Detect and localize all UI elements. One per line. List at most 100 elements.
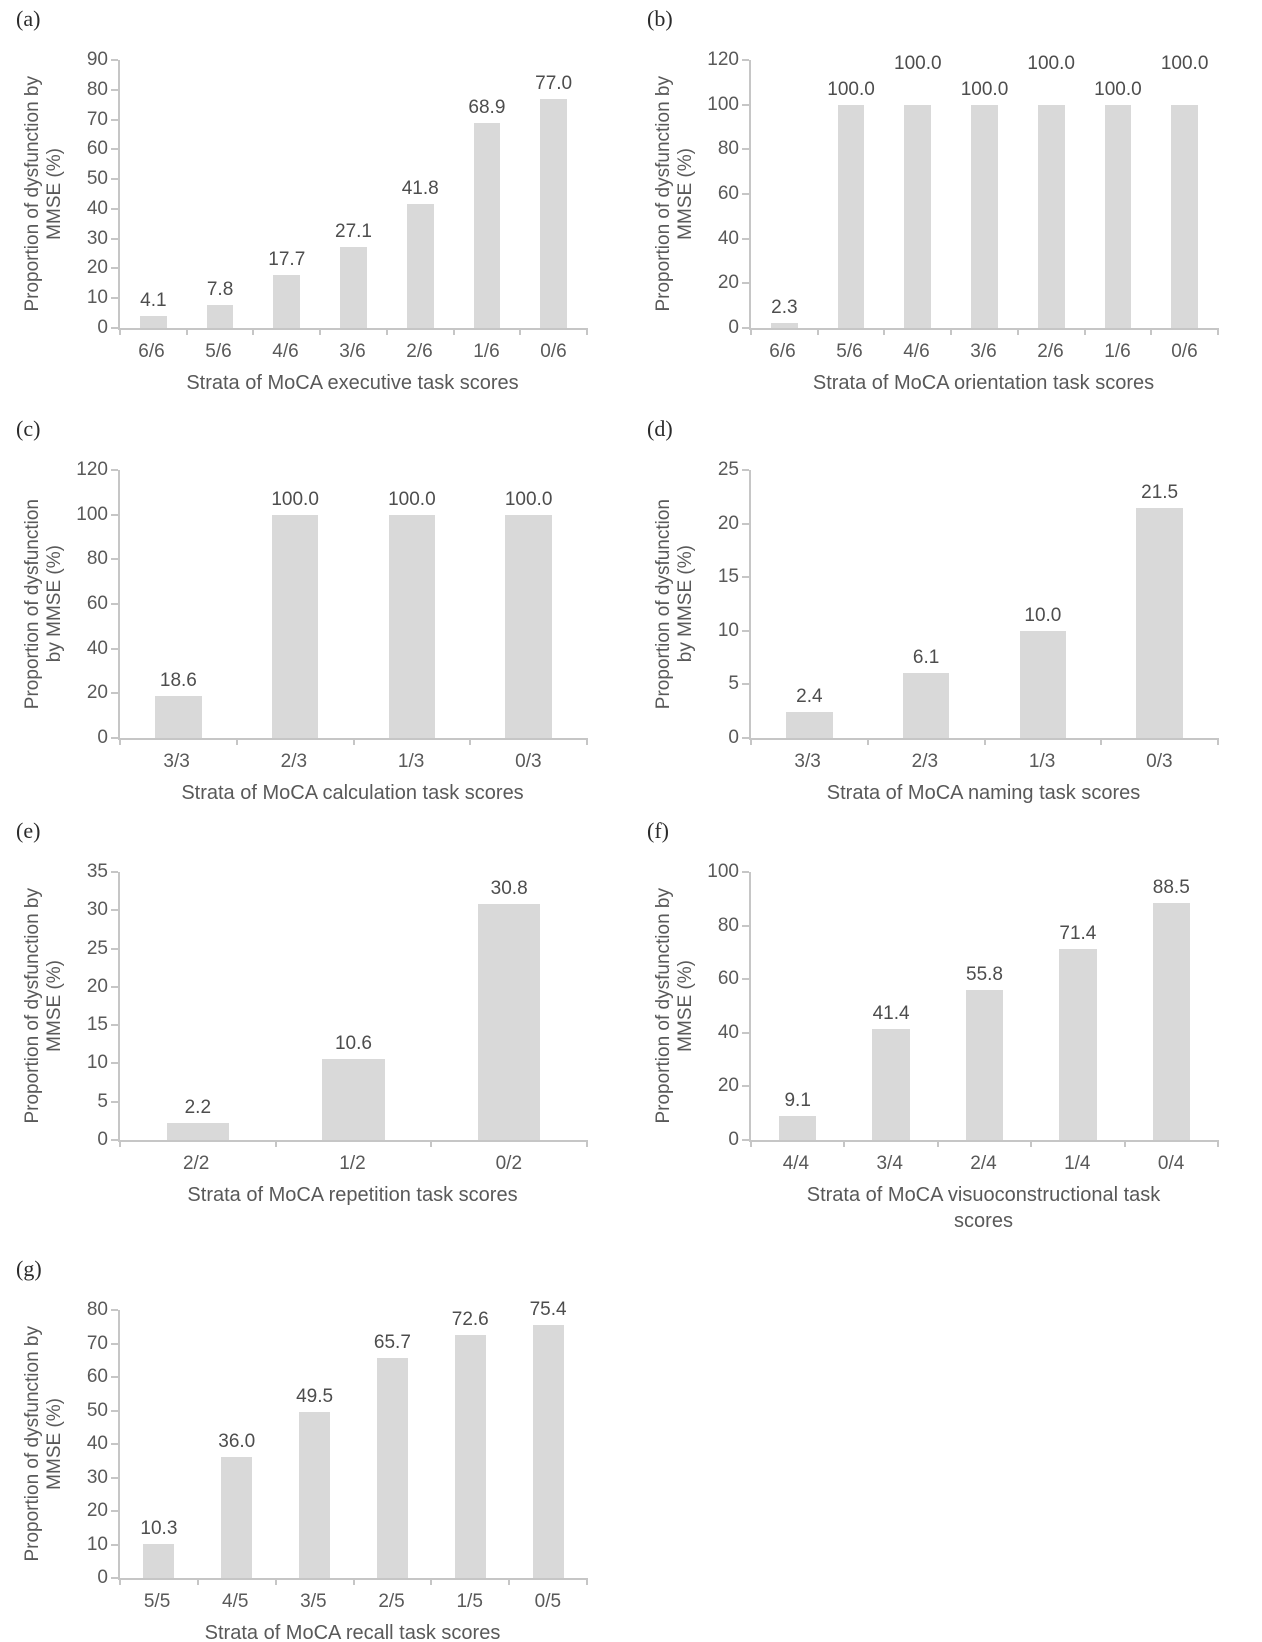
y-axis-title: Proportion of dysfunction by MMSE (%) bbox=[16, 60, 72, 328]
panel-letter-g: (g) bbox=[16, 1256, 42, 1281]
y-tick-mark bbox=[742, 1031, 749, 1034]
x-category-labels: 6/6 5/6 4/6 3/6 2/6 1/6 0/6 bbox=[749, 330, 1218, 366]
bar bbox=[904, 104, 932, 328]
bar-value-label: 10.0 bbox=[1024, 604, 1062, 626]
y-tick-label: 80 bbox=[86, 78, 108, 100]
x-category-labels: 3/3 2/3 1/3 0/3 bbox=[749, 740, 1218, 776]
chart-f: Proportion of dysfunction by MMSE (%) 0 20 4… bbox=[647, 862, 1262, 1234]
bar bbox=[206, 304, 234, 328]
x-tick-mark bbox=[119, 328, 121, 335]
bar bbox=[971, 104, 998, 328]
y-tick-label: 0 bbox=[97, 1129, 108, 1150]
x-tick-mark bbox=[936, 1140, 939, 1147]
x-category-label: 2/2 bbox=[182, 1153, 210, 1174]
category-slot: 17.7 bbox=[253, 60, 320, 328]
x-tick-mark bbox=[119, 738, 121, 745]
y-tick-label: 0 bbox=[728, 1129, 739, 1150]
y-tick-mark bbox=[111, 178, 118, 181]
bar bbox=[473, 122, 501, 328]
y-tick-mark bbox=[111, 469, 118, 471]
y-tick-label: 100 bbox=[707, 93, 739, 115]
x-category-labels: 3/3 2/3 1/3 0/3 bbox=[118, 740, 587, 776]
y-tick-mark bbox=[111, 871, 118, 873]
panel-e: (e) Proportion of dysfunction by MMSE (%) 0… bbox=[0, 812, 631, 1250]
bar bbox=[155, 696, 202, 738]
x-axis-title-line: Strata of MoCA executive task scores bbox=[186, 372, 519, 394]
category-slot: 75.4 bbox=[509, 1300, 587, 1578]
x-tick-mark bbox=[983, 738, 986, 745]
x-tick-mark bbox=[866, 738, 869, 745]
bar bbox=[388, 514, 436, 738]
plot-column: 2.4 6.1 10.0 21.5 3/3 2/3 1/3 0/3 Strata of MoCA… bbox=[749, 470, 1219, 806]
x-tick-mark bbox=[274, 1140, 277, 1147]
y-axis-ticks: 0 20 40 60 80 100 bbox=[703, 862, 749, 1150]
x-tick-mark bbox=[185, 328, 188, 335]
x-tick-mark bbox=[452, 328, 455, 335]
y-tick-mark bbox=[742, 683, 749, 686]
bar bbox=[1152, 902, 1190, 1140]
bar bbox=[1136, 507, 1183, 738]
x-tick-mark bbox=[352, 1578, 355, 1585]
category-slot: 9.1 bbox=[751, 872, 844, 1140]
y-axis-title-line: MMSE (%) bbox=[44, 1398, 65, 1490]
bar-value-label: 100.0 bbox=[271, 488, 319, 510]
y-tick-label: 30 bbox=[86, 899, 108, 921]
category-slot: 100.0 bbox=[1018, 53, 1085, 328]
y-tick-mark bbox=[111, 237, 118, 240]
bar-value-label: 41.4 bbox=[872, 1003, 910, 1025]
y-tick-mark bbox=[111, 692, 118, 695]
y-tick-mark bbox=[111, 1476, 118, 1479]
x-tick-mark bbox=[586, 1140, 588, 1147]
plot-area: 2.4 6.1 10.0 21.5 bbox=[749, 470, 1219, 745]
bar bbox=[322, 1058, 385, 1140]
y-axis-title-line: Proportion of dysfunction by bbox=[22, 76, 43, 312]
x-axis-title: Strata of MoCA calculation task scores bbox=[118, 780, 587, 806]
y-tick-label: 20 bbox=[86, 1500, 108, 1521]
bar-value-label: 49.5 bbox=[296, 1386, 334, 1408]
bar-value-label: 7.8 bbox=[206, 278, 234, 300]
y-tick-label: 20 bbox=[86, 975, 108, 997]
panel-c: (c) Proportion of dysfunction by MMSE (%) 0… bbox=[0, 410, 631, 812]
x-category-label: 0/2 bbox=[495, 1153, 523, 1174]
x-category-label: 4/5 bbox=[222, 1591, 249, 1612]
bar-value-label: 2.4 bbox=[796, 686, 823, 708]
x-tick-mark bbox=[586, 738, 588, 745]
x-category-label: 0/4 bbox=[1157, 1153, 1185, 1174]
bar bbox=[478, 904, 541, 1140]
plot-column: 2.3 100.0 100.0 100.0 100.0 100.0 100.0 6/6 5/6 4… bbox=[749, 53, 1219, 396]
chart-c: Proportion of dysfunction by MMSE (%) 0 20 4… bbox=[16, 460, 631, 806]
y-tick-label: 30 bbox=[86, 1466, 108, 1488]
bar-value-label: 100.0 bbox=[1094, 78, 1142, 100]
y-tick-label: 10 bbox=[86, 1533, 108, 1555]
bar-value-label: 68.9 bbox=[468, 96, 506, 118]
bar-value-label: 100.0 bbox=[827, 78, 875, 100]
bar bbox=[166, 1123, 229, 1140]
plot-column: 18.6 100.0 100.0 100.0 3/3 2/3 1/3 0/3 Strata of… bbox=[118, 470, 588, 806]
x-tick-mark bbox=[1083, 328, 1086, 335]
y-tick-label: 70 bbox=[86, 1332, 108, 1354]
y-tick-label: 70 bbox=[86, 108, 108, 130]
bar-value-label: 100.0 bbox=[504, 488, 553, 510]
category-slot: 21.5 bbox=[1101, 470, 1218, 738]
panel-letter-c: (c) bbox=[16, 416, 41, 441]
x-axis-title-line: Strata of MoCA calculation task scores bbox=[181, 782, 524, 804]
x-category-label: 5/5 bbox=[143, 1591, 171, 1612]
y-tick-mark bbox=[111, 207, 118, 210]
x-category-label: 1/5 bbox=[456, 1591, 483, 1612]
x-category-label: 6/6 bbox=[769, 341, 796, 362]
x-tick-mark bbox=[843, 1140, 846, 1147]
category-slot: 27.1 bbox=[320, 60, 387, 328]
y-tick-mark bbox=[111, 558, 118, 561]
x-axis-title: Strata of MoCA visuoconstructional task s… bbox=[749, 1182, 1218, 1234]
y-tick-mark bbox=[742, 737, 749, 739]
plot-area: 18.6 100.0 100.0 100.0 bbox=[118, 470, 588, 745]
bar bbox=[837, 104, 865, 328]
panel-letter-e: (e) bbox=[16, 818, 41, 843]
y-tick-label: 40 bbox=[86, 197, 108, 219]
y-axis-ticks: 0 5 10 15 20 25 30 35 bbox=[72, 862, 118, 1150]
y-tick-mark bbox=[111, 947, 118, 950]
x-tick-mark bbox=[385, 328, 388, 335]
x-tick-mark bbox=[519, 328, 522, 335]
x-category-label: 0/3 bbox=[1146, 751, 1173, 772]
x-axis-title: Strata of MoCA naming task scores bbox=[749, 780, 1218, 806]
